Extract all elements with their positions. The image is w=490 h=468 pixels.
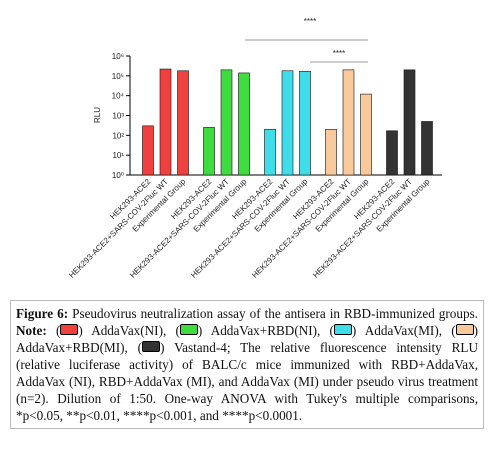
bar xyxy=(403,69,416,176)
caption-label: Note: xyxy=(16,323,47,338)
bar xyxy=(177,70,189,176)
caption-text: ( xyxy=(46,323,61,338)
x-tick-label: HEK293-ACE2+SARS-COV-2Fluc WT xyxy=(128,177,231,280)
x-tick-label: HEK293-ACE2+SARS-COV-2Fluc WT xyxy=(311,177,414,280)
chart: **** **** RLU 10⁰ 10¹ 10² 10³ 10⁴ 10⁵ 10⁶ HEK29… xyxy=(67,17,442,280)
x-tick-label: HEK293-ACE2+SARS-COV-2Fluc WT xyxy=(250,177,353,280)
bar xyxy=(159,68,172,176)
bar xyxy=(386,130,398,176)
caption-text: ) Vastand-4; The relative fluorescence i… xyxy=(16,340,478,423)
bar xyxy=(342,69,355,176)
bar xyxy=(281,70,294,176)
caption-label: Figure 6: xyxy=(16,306,69,321)
y-tick-label: 10⁰ xyxy=(112,171,124,180)
bar xyxy=(238,72,250,176)
bar xyxy=(421,121,433,176)
y-tick-label: 10⁵ xyxy=(112,72,124,81)
y-tick-label: 10⁶ xyxy=(112,52,124,61)
y-axis-label: RLU xyxy=(93,107,102,123)
annotation: **** xyxy=(304,17,316,26)
caption-text: ) AddaVax+RBD(MI), ( xyxy=(16,323,478,355)
legend-swatch xyxy=(60,324,79,335)
bar xyxy=(325,129,337,176)
bar xyxy=(299,70,311,176)
bar xyxy=(360,93,372,176)
caption-text: ) AddaVax+RBD(NI), ( xyxy=(197,323,334,338)
x-tick-label: HEK293-ACE2+SARS-COV-2Fluc WT xyxy=(189,177,292,280)
caption-text: ) AddaVax(MI), ( xyxy=(351,323,456,338)
annotation: **** xyxy=(333,49,345,58)
bar xyxy=(264,129,276,176)
caption-text: ) AddaVax(NI), ( xyxy=(78,323,180,338)
caption: Figure 6: Pseudovirus neutralization ass… xyxy=(10,300,484,429)
caption-text: Pseudovirus neutralization assay of the … xyxy=(68,306,478,321)
y-tick-label: 10⁴ xyxy=(112,92,125,101)
bar xyxy=(220,69,233,176)
x-tick-label: HEK293-ACE2+SARS-COV-2Fluc WT xyxy=(67,177,170,280)
y-tick-label: 10¹ xyxy=(112,151,124,160)
legend-swatch xyxy=(142,341,161,352)
legend-swatch xyxy=(333,324,352,335)
legend-swatch xyxy=(455,324,474,335)
y-tick-label: 10² xyxy=(112,131,124,140)
y-tick-label: 10³ xyxy=(112,112,124,121)
bar xyxy=(142,125,154,176)
legend-swatch xyxy=(179,324,198,335)
bar xyxy=(203,127,215,176)
